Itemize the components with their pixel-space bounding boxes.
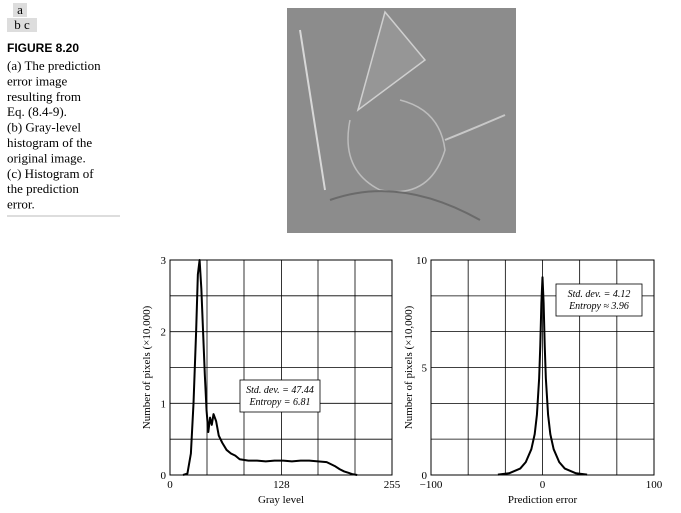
caption-line: (b) Gray-level [7, 120, 81, 135]
caption-line: the prediction [7, 181, 79, 196]
x-tick-label: 128 [273, 479, 290, 491]
plot-frame [169, 259, 393, 476]
panel-key-box [7, 18, 37, 32]
caption-line: original image. [7, 150, 86, 165]
panel-key: b c [14, 17, 30, 32]
annotation: Entropy = 6.81 [248, 397, 310, 408]
y-tick-label: 0 [161, 470, 167, 482]
panel-key-box [13, 3, 27, 17]
y-axis-label: Number of pixels (×10,000) [403, 305, 415, 429]
prediction-error-image [287, 8, 516, 233]
caption-line: resulting from [7, 89, 81, 104]
y-tick-label: 10 [416, 255, 428, 267]
caption-line: error. [7, 197, 35, 212]
x-tick-label: 0 [167, 479, 173, 491]
x-tick-label: 0 [540, 479, 546, 491]
annotation: Std. dev. = 4.12 [568, 289, 631, 300]
caption-line: (a) The prediction [7, 58, 101, 73]
caption-line: Eq. (8.4-9). [7, 104, 67, 119]
histogram-line [497, 276, 588, 476]
y-tick-label: 1 [161, 398, 167, 410]
x-axis-label: Prediction error [508, 494, 578, 506]
annotation-box [555, 283, 643, 317]
histogram-line [182, 259, 358, 476]
panel-key: a [17, 2, 23, 17]
x-tick-label: 255 [384, 479, 401, 491]
caption-line: (c) Histogram of [7, 166, 94, 181]
annotation: Entropy ≈ 3.96 [568, 301, 629, 312]
x-axis-label: Gray level [258, 494, 304, 506]
caption-line: error image [7, 73, 68, 88]
x-tick-label: 100 [646, 479, 663, 491]
annotation-box [239, 379, 321, 413]
y-tick-label: 2 [161, 327, 167, 339]
y-tick-label: 3 [161, 255, 167, 267]
y-tick-label: 5 [422, 363, 428, 375]
plot-frame [430, 259, 655, 476]
y-tick-label: 0 [422, 470, 428, 482]
y-axis-label: Number of pixels (×10,000) [141, 305, 153, 429]
x-tick-label: −100 [420, 479, 443, 491]
caption-line: histogram of the [7, 135, 92, 150]
annotation: Std. dev. = 47.44 [246, 385, 314, 396]
figure-title: FIGURE 8.20 [7, 41, 79, 55]
